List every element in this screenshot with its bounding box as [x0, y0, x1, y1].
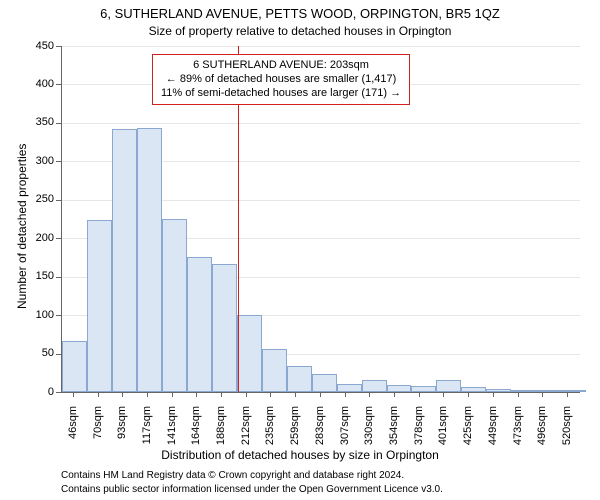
histogram-bar [511, 390, 536, 392]
x-tick-label: 212sqm [240, 406, 252, 456]
y-tick-label: 200 [24, 232, 54, 244]
y-tick-label: 0 [24, 386, 54, 398]
histogram-bar [411, 386, 436, 392]
x-tick [518, 392, 519, 397]
footer-line-2: Contains public sector information licen… [61, 484, 443, 495]
annotation-line-2: ← 89% of detached houses are smaller (1,… [161, 73, 401, 87]
y-tick-label: 250 [24, 193, 54, 205]
x-tick-label: 307sqm [339, 406, 351, 456]
x-tick-label: 164sqm [190, 406, 202, 456]
gridline [62, 123, 580, 124]
x-tick [98, 392, 99, 397]
histogram-bar [536, 390, 561, 392]
x-tick [320, 392, 321, 397]
x-tick-label: 473sqm [512, 406, 524, 456]
histogram-bar [162, 219, 187, 392]
histogram-bar [561, 390, 586, 392]
histogram-bar [387, 385, 412, 392]
histogram-bar [112, 129, 137, 392]
y-tick-label: 450 [24, 40, 54, 52]
x-tick-label: 283sqm [314, 406, 326, 456]
histogram-bar [137, 128, 162, 392]
x-tick [567, 392, 568, 397]
x-tick [270, 392, 271, 397]
plot-area: 6 SUTHERLAND AVENUE: 203sqm ← 89% of det… [61, 46, 580, 393]
x-tick-label: 425sqm [462, 406, 474, 456]
x-tick-label: 93sqm [116, 406, 128, 456]
x-tick-label: 70sqm [92, 406, 104, 456]
histogram-bar [237, 315, 262, 392]
histogram-bar [262, 349, 287, 392]
x-tick-label: 46sqm [67, 406, 79, 456]
chart-title: 6, SUTHERLAND AVENUE, PETTS WOOD, ORPING… [0, 6, 600, 21]
histogram-bar [212, 264, 237, 392]
x-tick-label: 141sqm [166, 406, 178, 456]
y-tick [56, 84, 61, 85]
annotation-line-3: 11% of semi-detached houses are larger (… [161, 87, 401, 101]
x-tick-label: 496sqm [536, 406, 548, 456]
chart-container: 6, SUTHERLAND AVENUE, PETTS WOOD, ORPING… [0, 0, 600, 500]
y-tick [56, 392, 61, 393]
y-tick [56, 46, 61, 47]
x-tick-label: 401sqm [437, 406, 449, 456]
x-tick [542, 392, 543, 397]
x-tick-label: 354sqm [388, 406, 400, 456]
histogram-bar [287, 366, 312, 392]
x-tick [295, 392, 296, 397]
x-tick [394, 392, 395, 397]
x-tick [345, 392, 346, 397]
x-tick-label: 188sqm [215, 406, 227, 456]
y-tick [56, 123, 61, 124]
x-tick [369, 392, 370, 397]
x-tick [196, 392, 197, 397]
y-tick-label: 50 [24, 347, 54, 359]
x-tick-label: 235sqm [264, 406, 276, 456]
x-tick [443, 392, 444, 397]
x-tick-label: 330sqm [363, 406, 375, 456]
histogram-bar [312, 374, 337, 392]
y-tick [56, 238, 61, 239]
x-tick [172, 392, 173, 397]
y-tick-label: 350 [24, 116, 54, 128]
x-tick [221, 392, 222, 397]
histogram-bar [337, 384, 362, 392]
y-tick-label: 400 [24, 78, 54, 90]
y-tick-label: 100 [24, 309, 54, 321]
annotation-box: 6 SUTHERLAND AVENUE: 203sqm ← 89% of det… [152, 54, 410, 105]
x-tick [419, 392, 420, 397]
x-tick [468, 392, 469, 397]
x-tick-label: 259sqm [289, 406, 301, 456]
x-tick-label: 520sqm [561, 406, 573, 456]
x-tick-label: 449sqm [487, 406, 499, 456]
y-tick [56, 200, 61, 201]
x-tick [122, 392, 123, 397]
y-tick-label: 300 [24, 155, 54, 167]
y-tick [56, 161, 61, 162]
histogram-bar [461, 387, 486, 392]
footer-line-1: Contains HM Land Registry data © Crown c… [61, 470, 404, 481]
histogram-bar [187, 257, 212, 392]
chart-subtitle: Size of property relative to detached ho… [0, 24, 600, 38]
histogram-bar [436, 380, 461, 392]
histogram-bar [62, 341, 87, 392]
y-tick-label: 150 [24, 270, 54, 282]
x-tick [246, 392, 247, 397]
y-tick [56, 354, 61, 355]
y-tick [56, 277, 61, 278]
annotation-line-1: 6 SUTHERLAND AVENUE: 203sqm [161, 59, 401, 73]
gridline [62, 46, 580, 47]
y-axis-label: Number of detached properties [15, 144, 29, 309]
x-tick [73, 392, 74, 397]
y-tick [56, 315, 61, 316]
histogram-bar [87, 220, 112, 392]
x-tick [493, 392, 494, 397]
x-tick-label: 117sqm [141, 406, 153, 456]
histogram-bar [362, 380, 387, 392]
histogram-bar [486, 389, 511, 392]
x-tick-label: 378sqm [413, 406, 425, 456]
x-tick [147, 392, 148, 397]
